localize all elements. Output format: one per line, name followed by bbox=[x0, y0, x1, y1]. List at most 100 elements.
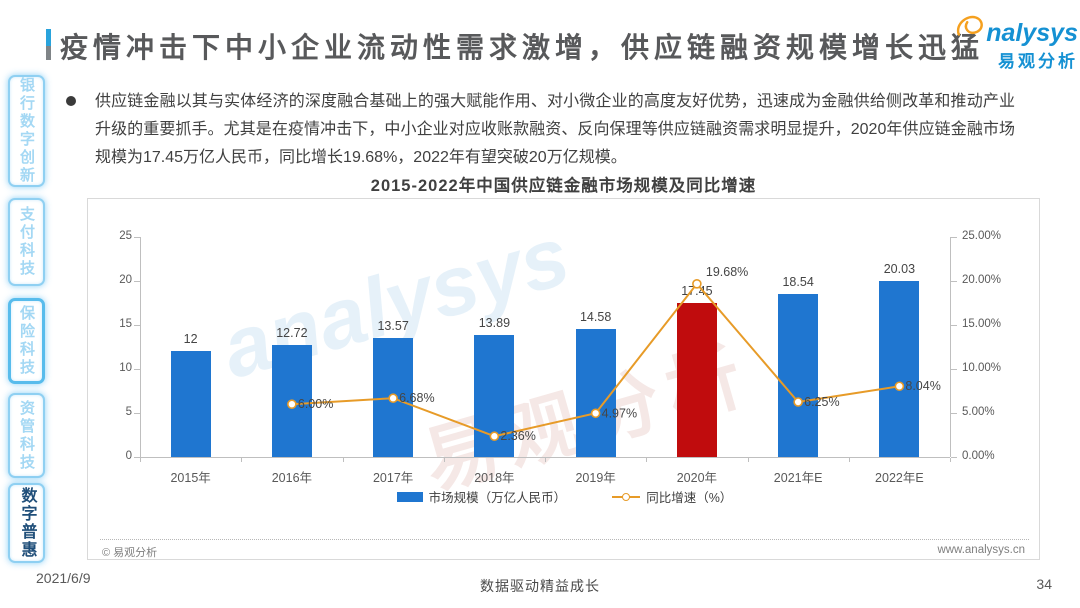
y-axis-right-tick bbox=[951, 281, 957, 282]
legend-line-label: 同比增速（%） bbox=[646, 491, 733, 505]
legend-bar-swatch bbox=[396, 491, 423, 502]
x-axis-label: 2017年 bbox=[372, 471, 414, 485]
growth-marker bbox=[489, 431, 500, 442]
chart-source: © 易观分析 bbox=[102, 547, 158, 559]
sidebar-tab-payment-tech[interactable]: 支付科技 bbox=[8, 198, 45, 286]
x-axis-tick bbox=[342, 458, 344, 462]
growth-marker bbox=[590, 408, 601, 419]
y-axis-right-tick bbox=[951, 237, 957, 238]
chart-container: analysys 易观分析 00.00%55.00%1010.00%1515.0… bbox=[87, 198, 1040, 560]
bar-value-label: 20.03 bbox=[883, 261, 916, 276]
footer-slogan: 数据驱动精益成长 bbox=[480, 578, 600, 594]
growth-marker bbox=[894, 381, 905, 392]
bar-value-label: 13.89 bbox=[478, 315, 511, 330]
y-axis-left-label: 25 bbox=[119, 230, 132, 242]
brand-logo: nalysys 易观分析 bbox=[938, 10, 1078, 72]
y-axis-right-label: 15.00% bbox=[962, 318, 1002, 330]
bar-2020年 bbox=[676, 303, 717, 457]
y-axis-left-label: 5 bbox=[125, 406, 132, 418]
y-axis-left-tick bbox=[134, 237, 140, 238]
y-axis-left-tick bbox=[134, 281, 140, 282]
x-axis-line bbox=[140, 457, 950, 458]
logo-swirl-icon bbox=[955, 11, 989, 46]
y-axis-left-tick bbox=[134, 325, 140, 326]
x-axis-tick bbox=[443, 458, 445, 462]
legend-line-swatch bbox=[612, 492, 641, 501]
y-axis-left-label: 10 bbox=[119, 362, 132, 374]
sidebar-tab-insurance-tech[interactable]: 保险科技 bbox=[8, 298, 45, 384]
bar-value-label: 18.54 bbox=[782, 274, 814, 289]
growth-value-label: 6.25% bbox=[804, 395, 839, 409]
logo-brand-cn: 易观分析 bbox=[998, 52, 1078, 71]
x-axis-tick bbox=[241, 458, 243, 462]
sidebar-tab-digital-inclusion[interactable]: 数字普惠 bbox=[8, 483, 45, 563]
y-axis-left-label: 15 bbox=[119, 318, 132, 330]
y-axis-left-label: 20 bbox=[119, 274, 132, 286]
bar-2022年E bbox=[879, 280, 920, 457]
growth-marker bbox=[692, 279, 702, 289]
bar-value-label: 12.72 bbox=[276, 326, 308, 341]
y-axis-right-line bbox=[950, 237, 951, 457]
y-axis-right-tick bbox=[951, 325, 957, 326]
chart-plot-area: 0 0.00% 5 5.00% 10 10.00% 15 15.00% 20 20.00% 25 25… bbox=[88, 199, 1039, 559]
x-axis-tick bbox=[747, 458, 749, 462]
growth-value-label: 19.68% bbox=[706, 265, 748, 279]
bar-2015年 bbox=[170, 351, 211, 457]
y-axis-right-tick bbox=[951, 413, 957, 414]
x-axis-label: 2019年 bbox=[575, 471, 616, 485]
y-axis-right-label: 5.00% bbox=[962, 406, 995, 418]
chart-legend: 市场规模（万亿人民币） 同比增速（%） bbox=[88, 487, 1039, 506]
growth-value-label: 8.04% bbox=[905, 379, 940, 393]
page-title: 疫情冲击下中小企业流动性需求激增，供应链融资规模增长迅猛 bbox=[60, 32, 985, 63]
x-axis-label: 2021年E bbox=[773, 471, 823, 485]
x-axis-label: 2022年E bbox=[875, 471, 924, 485]
growth-value-label: 6.68% bbox=[399, 391, 434, 405]
y-axis-right-tick bbox=[951, 457, 957, 458]
bullet-icon bbox=[66, 96, 76, 106]
logo-brand-text: nalysys bbox=[986, 19, 1078, 47]
x-axis-tick bbox=[545, 458, 546, 462]
y-axis-left-tick bbox=[134, 457, 140, 458]
y-axis-left-tick bbox=[134, 369, 140, 370]
sidebar-tab-asset-mgmt-tech[interactable]: 资管科技 bbox=[8, 393, 45, 478]
bullet-text: 供应链金融以其与实体经济的深度融合基础上的强大赋能作用、对小微企业的高度友好优势… bbox=[95, 93, 1015, 167]
x-axis-tick bbox=[646, 458, 648, 462]
growth-value-label: 2.36% bbox=[500, 429, 535, 443]
x-axis-label: 2020年 bbox=[676, 471, 718, 485]
growth-marker bbox=[793, 397, 803, 407]
x-axis-label: 2016年 bbox=[271, 471, 313, 485]
y-axis-left-label: 0 bbox=[125, 450, 132, 462]
bar-2021年E bbox=[778, 293, 819, 457]
x-axis-label: 2015年 bbox=[170, 471, 211, 485]
growth-value-label: 6.00% bbox=[298, 397, 333, 411]
sidebar-tab-banking-digital[interactable]: 银行数字创新 bbox=[8, 75, 45, 187]
source-separator bbox=[100, 539, 1029, 540]
y-axis-right-label: 25.00% bbox=[962, 230, 1002, 242]
x-axis-label: 2018年 bbox=[474, 471, 515, 485]
footer-date: 2021/6/9 bbox=[36, 570, 91, 586]
y-axis-left-line bbox=[140, 237, 141, 457]
y-axis-right-tick bbox=[951, 369, 957, 370]
bar-value-label: 12 bbox=[183, 332, 198, 347]
bar-2019年 bbox=[575, 328, 616, 457]
y-axis-left-tick bbox=[134, 413, 140, 414]
chart-website: www.analysys.cn bbox=[937, 544, 1025, 556]
x-axis-tick bbox=[140, 458, 141, 462]
y-axis-right-label: 0.00% bbox=[962, 450, 995, 462]
growth-marker bbox=[388, 393, 398, 404]
growth-value-label: 4.97% bbox=[602, 406, 637, 420]
growth-marker bbox=[287, 399, 297, 409]
footer-page-number: 34 bbox=[1036, 576, 1052, 592]
chart-title: 2015-2022年中国供应链金融市场规模及同比增速 bbox=[370, 177, 757, 195]
legend-bar-label: 市场规模（万亿人民币） bbox=[428, 491, 567, 505]
title-accent-bar bbox=[46, 29, 51, 60]
x-axis-tick bbox=[950, 458, 951, 462]
x-axis-tick bbox=[848, 458, 850, 462]
legend-item-market-size: 市场规模（万亿人民币） bbox=[396, 487, 567, 506]
bar-value-label: 13.57 bbox=[377, 318, 409, 333]
bar-value-label: 14.58 bbox=[579, 309, 612, 324]
legend-item-growth: 同比增速（%） bbox=[612, 487, 732, 506]
growth-line-layer: 6.00% 6.68% 2.36% 4.97% 19.68% 6.25% 8.04% bbox=[287, 265, 941, 443]
y-axis-right-label: 20.00% bbox=[962, 274, 1002, 286]
